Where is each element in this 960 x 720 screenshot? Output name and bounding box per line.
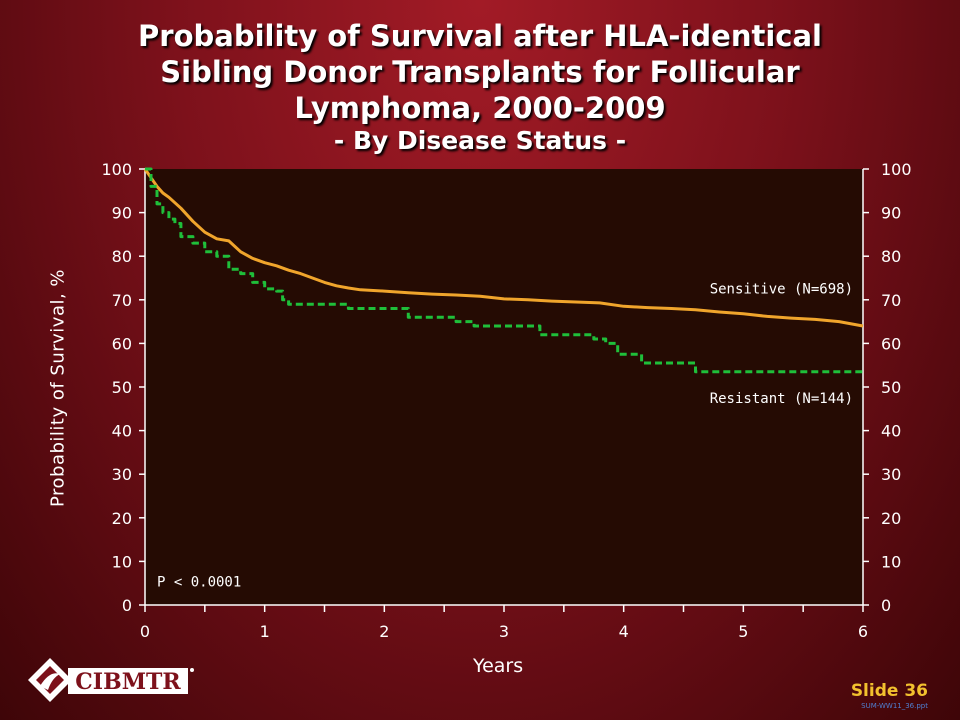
x-tick-label: 4 (619, 622, 629, 641)
y-tick-label: 90 (112, 204, 132, 223)
series-line-resistant (145, 167, 863, 374)
y-tick-label: 100 (101, 160, 132, 179)
cibmtr-logo: CIBMTR (28, 658, 194, 702)
y-tick-label-right: 20 (881, 509, 901, 528)
slide-number: Slide 36 (850, 681, 928, 701)
file-name: SUM-WW11_36.ppt (861, 702, 928, 710)
y-tick-label: 50 (112, 378, 132, 397)
x-tick-label: 2 (379, 622, 389, 641)
chart-title: Probability of Survival after HLA-identi… (60, 18, 900, 156)
y-tick-label: 20 (112, 509, 132, 528)
x-tick-label: 5 (738, 622, 748, 641)
x-tick-label: 1 (260, 622, 270, 641)
y-tick-label: 70 (112, 291, 132, 310)
y-tick-label-right: 40 (881, 422, 901, 441)
logo-text: CIBMTR (75, 669, 181, 695)
y-tick-label: 80 (112, 247, 132, 266)
series-line-sensitive (143, 168, 864, 328)
y-tick-label-right: 50 (881, 378, 901, 397)
y-tick-label-right: 10 (881, 552, 901, 571)
y-tick-label: 0 (122, 596, 132, 615)
title-line-2: Sibling Donor Transplants for Follicular (160, 55, 800, 89)
p-value-annotation: P < 0.0001 (157, 574, 241, 590)
plot-area (145, 169, 863, 605)
y-tick-label-right: 30 (881, 465, 901, 484)
y-axis-label: Probability of Survival, % (47, 268, 69, 508)
y-tick-label-right: 80 (881, 247, 901, 266)
x-axis-label: Years (473, 655, 524, 677)
y-tick-label: 10 (112, 552, 132, 571)
title-line-1: Probability of Survival after HLA-identi… (138, 19, 822, 53)
legend-sensitive: Sensitive (N=698) (710, 281, 853, 297)
y-tick-label-right: 60 (881, 334, 901, 353)
x-tick-label: 0 (140, 622, 150, 641)
y-tick-label-right: 90 (881, 204, 901, 223)
y-tick-label: 30 (112, 465, 132, 484)
y-tick-label-right: 100 (881, 160, 912, 179)
title-line-3: Lymphoma, 2000-2009 (294, 91, 666, 125)
chart-subtitle: - By Disease Status - (333, 126, 627, 155)
y-tick-label-right: 70 (881, 291, 901, 310)
legend-resistant: Resistant (N=144) (710, 391, 853, 407)
x-tick-label: 3 (499, 622, 509, 641)
y-tick-label-right: 0 (881, 596, 891, 615)
x-tick-label: 6 (858, 622, 868, 641)
y-tick-label: 40 (112, 422, 132, 441)
y-tick-label: 60 (112, 334, 132, 353)
